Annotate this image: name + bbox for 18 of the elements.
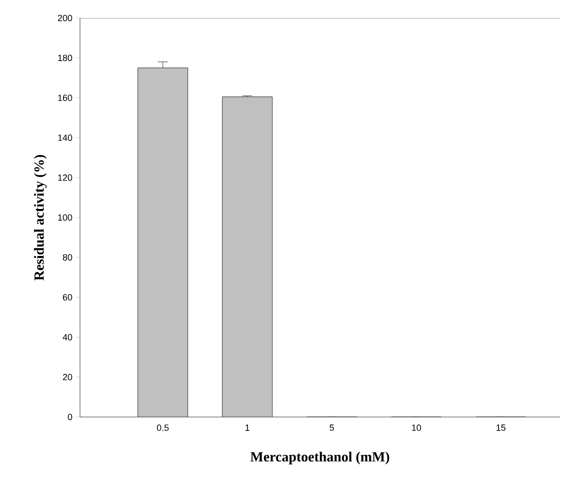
y-tick-label: 200 [58, 14, 72, 22]
y-tick-label: 100 [58, 214, 72, 221]
y-tick-label: 160 [58, 94, 72, 101]
y-tick-label: 20 [62, 374, 72, 380]
x-tick-label: 5 [330, 424, 334, 431]
x-tick-label: 1 [246, 424, 250, 431]
y-tick-label: 0 [68, 414, 72, 420]
y-tick-label: 180 [58, 54, 72, 62]
x-tick-label: 10 [412, 424, 421, 431]
y-tick-label: 80 [62, 254, 72, 261]
y-tick-label: 120 [58, 174, 72, 181]
x-tick-label: 15 [496, 424, 506, 431]
y-axis-title: Residual activity (%) [34, 154, 47, 280]
y-tick-label: 40 [62, 334, 72, 340]
x-tick-label: 0.5 [156, 424, 169, 431]
y-tick-label: 60 [62, 294, 72, 300]
x-axis-title: Mercaptoethanol (mM) [250, 452, 390, 464]
y-tick-label: 140 [58, 134, 72, 141]
